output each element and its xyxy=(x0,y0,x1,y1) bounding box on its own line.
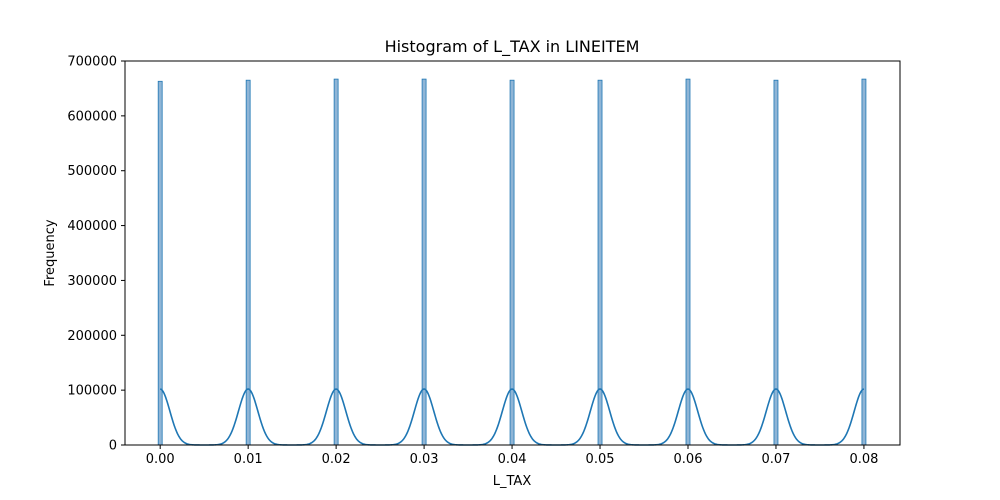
chart-title: Histogram of L_TAX in LINEITEM xyxy=(385,37,640,57)
x-tick-label-4: 0.04 xyxy=(498,452,527,467)
y-tick-label-1: 100000 xyxy=(67,384,117,399)
y-tick-label-0: 0 xyxy=(109,439,117,454)
x-tick-label-0: 0.00 xyxy=(146,452,175,467)
y-tick-label-3: 300000 xyxy=(67,274,117,289)
kde-curve xyxy=(160,388,865,446)
x-tick-label-6: 0.06 xyxy=(674,452,703,467)
x-tick-label-2: 0.02 xyxy=(322,452,351,467)
x-tick-label-3: 0.03 xyxy=(410,452,439,467)
x-tick-label-1: 0.01 xyxy=(234,452,263,467)
y-tick-label-4: 400000 xyxy=(67,219,117,234)
y-tick-label-2: 200000 xyxy=(67,329,117,344)
y-tick-label-6: 600000 xyxy=(67,109,117,124)
y-axis-label: Frequency xyxy=(43,219,58,286)
y-tick-label-5: 500000 xyxy=(67,164,117,179)
x-axis-label: L_TAX xyxy=(493,474,532,489)
x-tick-label-8: 0.08 xyxy=(849,452,878,467)
y-tick-label-7: 700000 xyxy=(67,55,117,70)
x-tick-label-5: 0.05 xyxy=(586,452,615,467)
x-tick-label-7: 0.07 xyxy=(761,452,790,467)
